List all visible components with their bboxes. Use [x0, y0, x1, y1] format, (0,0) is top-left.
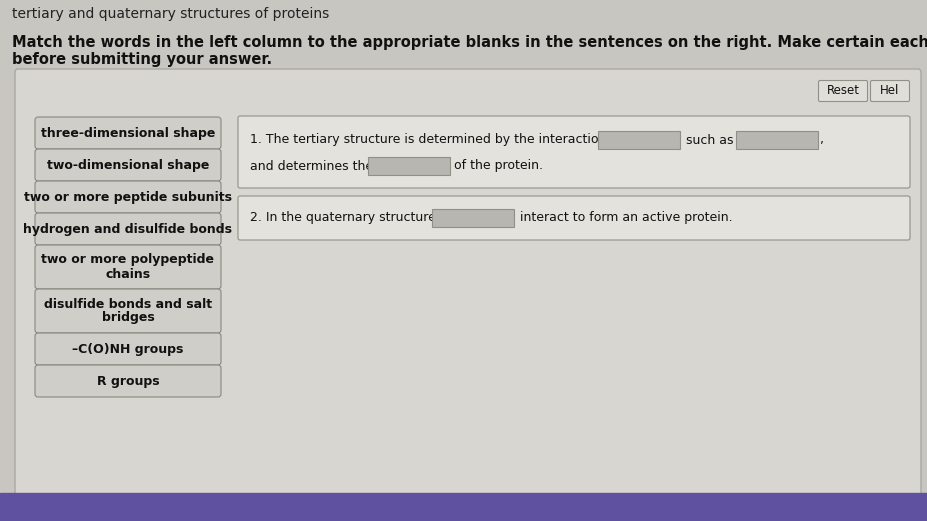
Text: ,: , — [819, 133, 823, 146]
FancyBboxPatch shape — [35, 333, 221, 365]
Bar — [0, 493, 927, 521]
FancyBboxPatch shape — [35, 149, 221, 181]
Text: two or more polypeptide: two or more polypeptide — [42, 254, 214, 267]
Text: R groups: R groups — [96, 375, 159, 388]
Text: tertiary and quaternary structures of proteins: tertiary and quaternary structures of pr… — [12, 7, 329, 21]
FancyBboxPatch shape — [368, 157, 450, 175]
Text: of the protein.: of the protein. — [453, 159, 542, 172]
FancyBboxPatch shape — [432, 209, 514, 227]
FancyBboxPatch shape — [597, 131, 679, 149]
FancyBboxPatch shape — [735, 131, 817, 149]
Text: 1. The tertiary structure is determined by the interactions of: 1. The tertiary structure is determined … — [249, 133, 629, 146]
Text: Hel: Hel — [880, 84, 898, 97]
Text: two or more peptide subunits: two or more peptide subunits — [24, 191, 232, 204]
Text: hydrogen and disulfide bonds: hydrogen and disulfide bonds — [23, 222, 233, 235]
FancyBboxPatch shape — [15, 69, 920, 495]
Text: interact to form an active protein.: interact to form an active protein. — [519, 212, 731, 225]
Text: Match the words in the left column to the appropriate blanks in the sentences on: Match the words in the left column to th… — [12, 35, 927, 50]
Text: 2. In the quaternary structure,: 2. In the quaternary structure, — [249, 212, 439, 225]
Text: disulfide bonds and salt: disulfide bonds and salt — [44, 297, 212, 311]
FancyBboxPatch shape — [35, 213, 221, 245]
FancyBboxPatch shape — [35, 365, 221, 397]
FancyBboxPatch shape — [237, 116, 909, 188]
Text: Reset: Reset — [826, 84, 858, 97]
FancyBboxPatch shape — [35, 117, 221, 149]
Text: bridges: bridges — [102, 312, 154, 325]
FancyBboxPatch shape — [35, 245, 221, 289]
Text: two-dimensional shape: two-dimensional shape — [46, 158, 209, 171]
Text: –C(O)NH groups: –C(O)NH groups — [72, 342, 184, 355]
Text: such as: such as — [685, 133, 732, 146]
Text: before submitting your answer.: before submitting your answer. — [12, 52, 272, 67]
FancyBboxPatch shape — [237, 196, 909, 240]
FancyBboxPatch shape — [870, 81, 908, 102]
Text: and determines the: and determines the — [249, 159, 373, 172]
Text: three-dimensional shape: three-dimensional shape — [41, 127, 215, 140]
Text: chains: chains — [106, 267, 150, 280]
FancyBboxPatch shape — [818, 81, 867, 102]
FancyBboxPatch shape — [35, 289, 221, 333]
FancyBboxPatch shape — [35, 181, 221, 213]
